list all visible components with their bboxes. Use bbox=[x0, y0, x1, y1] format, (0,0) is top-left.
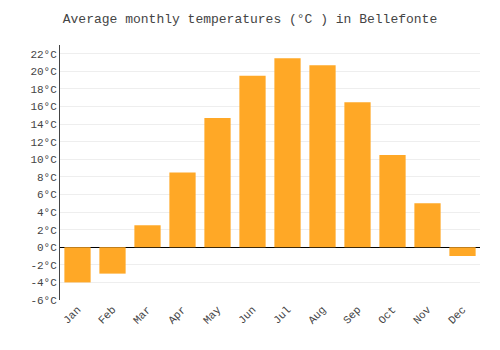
svg-text:Jun: Jun bbox=[236, 304, 258, 326]
svg-text:May: May bbox=[201, 304, 224, 327]
svg-text:8°C: 8°C bbox=[37, 172, 57, 184]
svg-text:12°C: 12°C bbox=[30, 137, 57, 149]
svg-text:Apr: Apr bbox=[166, 304, 188, 326]
svg-text:-4°C: -4°C bbox=[30, 277, 57, 289]
svg-text:Oct: Oct bbox=[376, 304, 398, 326]
svg-text:6°C: 6°C bbox=[37, 189, 57, 201]
svg-text:14°C: 14°C bbox=[30, 119, 57, 131]
svg-text:Mar: Mar bbox=[131, 304, 153, 326]
svg-text:Jan: Jan bbox=[61, 304, 83, 326]
svg-text:Dec: Dec bbox=[446, 304, 468, 326]
svg-text:10°C: 10°C bbox=[30, 154, 57, 166]
svg-text:Average monthly temperatures (: Average monthly temperatures (°C ) in Be… bbox=[63, 12, 437, 27]
svg-text:-6°C: -6°C bbox=[30, 295, 57, 307]
svg-text:22°C: 22°C bbox=[30, 49, 57, 61]
svg-text:2°C: 2°C bbox=[37, 225, 57, 237]
svg-text:18°C: 18°C bbox=[30, 84, 57, 96]
svg-text:Aug: Aug bbox=[306, 304, 328, 326]
svg-text:Nov: Nov bbox=[411, 304, 434, 327]
svg-text:16°C: 16°C bbox=[30, 101, 57, 113]
svg-text:Sep: Sep bbox=[341, 304, 363, 326]
svg-text:4°C: 4°C bbox=[37, 207, 57, 219]
svg-text:Jul: Jul bbox=[271, 304, 293, 326]
svg-text:0°C: 0°C bbox=[37, 242, 57, 254]
svg-text:20°C: 20°C bbox=[30, 66, 57, 78]
svg-text:-2°C: -2°C bbox=[30, 260, 57, 272]
svg-text:Feb: Feb bbox=[96, 304, 118, 326]
